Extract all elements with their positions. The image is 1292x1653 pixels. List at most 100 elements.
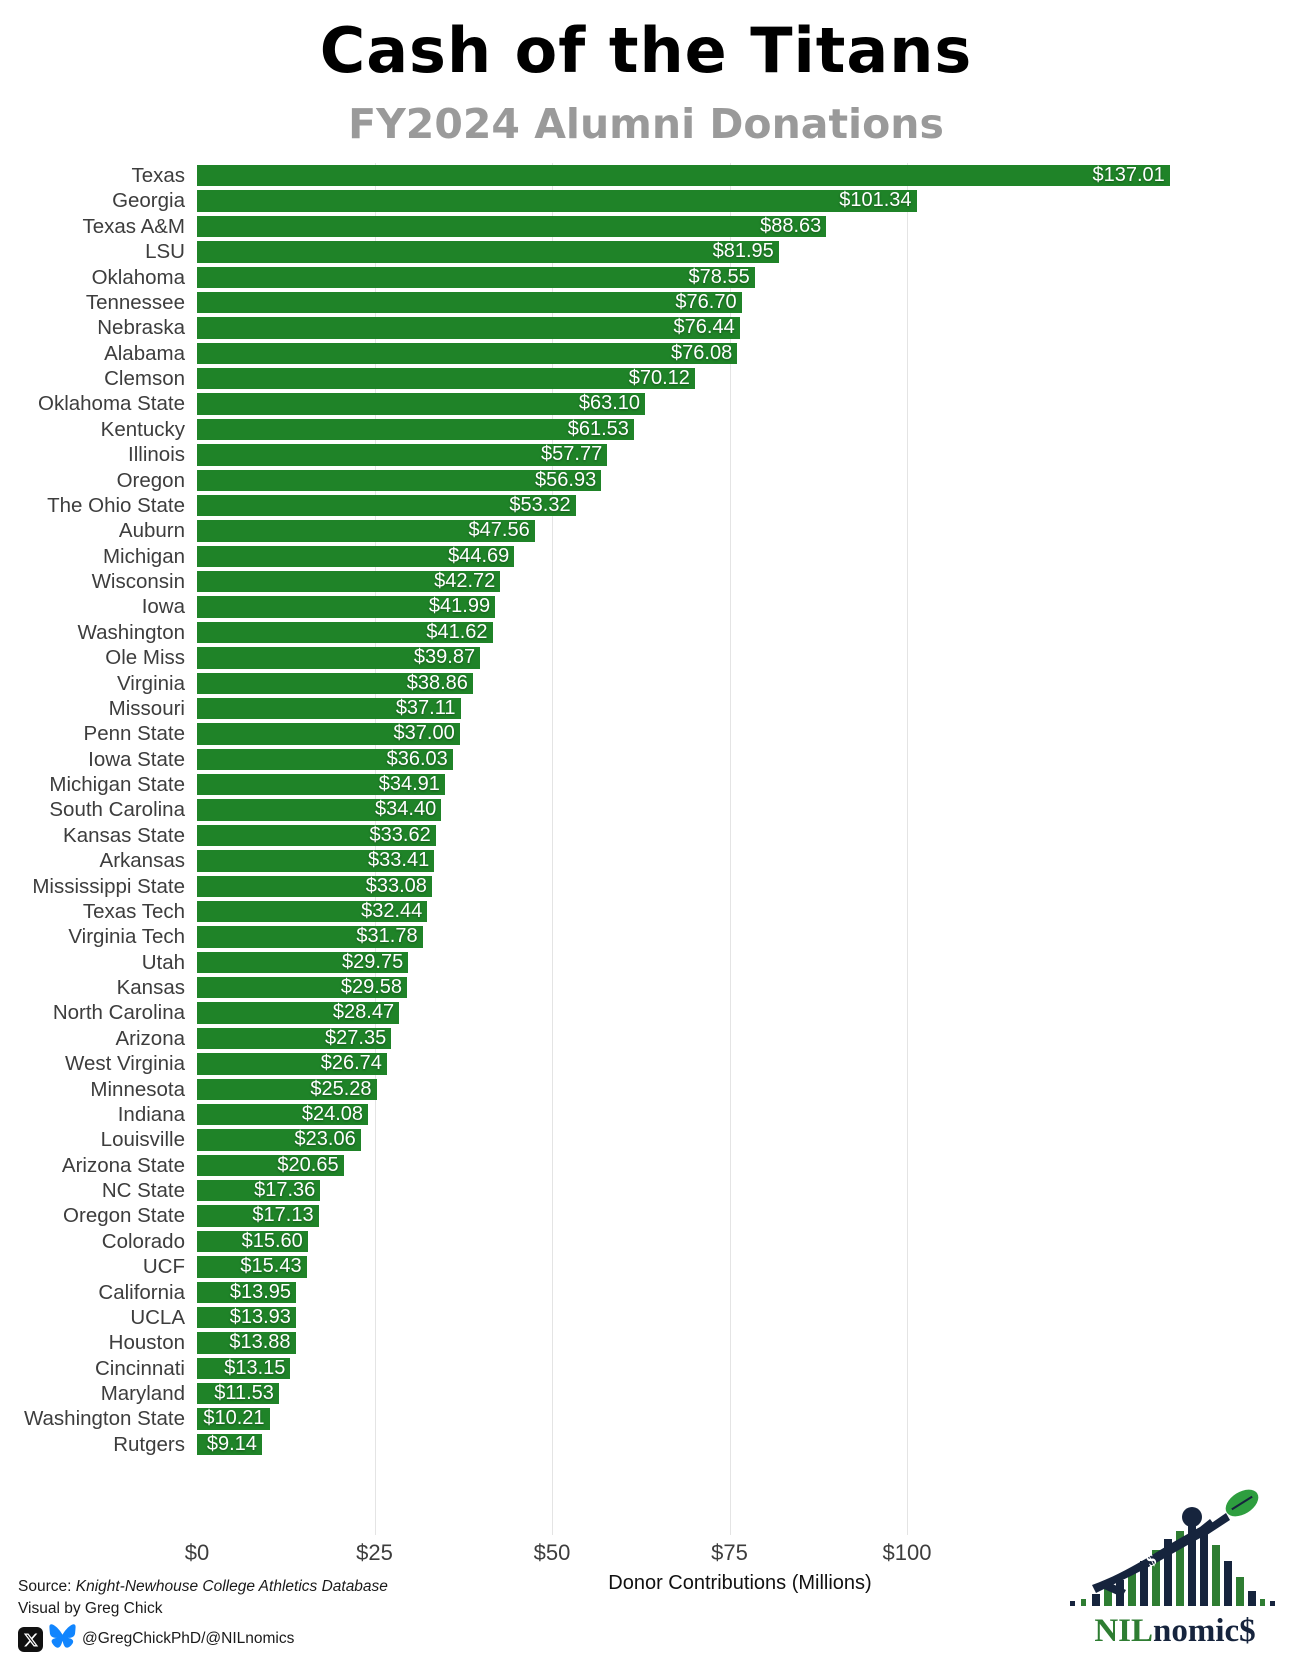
value-label: $61.53 <box>567 417 629 440</box>
x-tick-label: $50 <box>533 1540 571 1565</box>
bar-row: Texas A&M $88.63 <box>0 214 1292 239</box>
bar: $11.53 <box>197 1382 279 1405</box>
value-label: $15.43 <box>240 1255 302 1278</box>
value-label: $78.55 <box>688 265 750 288</box>
bar: $29.75 <box>197 950 409 974</box>
bar: $76.44 <box>197 316 740 339</box>
bar-row: Georgia $101.34 <box>0 188 1292 213</box>
value-label: $57.77 <box>541 443 603 466</box>
bar: $57.77 <box>197 443 608 466</box>
value-label: $27.35 <box>325 1026 387 1049</box>
bar-row: Illinois $57.77 <box>0 442 1292 467</box>
value-label: $29.75 <box>342 950 404 973</box>
source-prefix: Source: <box>18 1578 76 1595</box>
value-label: $37.00 <box>393 722 455 745</box>
category-label: Texas A&M <box>82 214 185 238</box>
value-label: $33.41 <box>368 849 430 872</box>
bar: $78.55 <box>197 265 755 288</box>
bar-row: Kansas $29.58 <box>0 975 1292 1000</box>
bar: $137.01 <box>197 164 1170 187</box>
category-label: Nebraska <box>97 316 185 340</box>
category-label: Ole Miss <box>105 646 185 670</box>
bar: $88.63 <box>197 215 827 238</box>
category-label: Texas <box>131 164 185 187</box>
category-label: Rutgers <box>113 1432 185 1456</box>
value-label: $34.91 <box>378 773 440 795</box>
category-label: Virginia Tech <box>68 925 185 949</box>
bar-row: Oklahoma $78.55 <box>0 265 1292 290</box>
bar-row: California $13.95 <box>0 1280 1292 1305</box>
value-label: $10.21 <box>203 1407 265 1430</box>
bar-row: Maryland $11.53 <box>0 1381 1292 1406</box>
category-label: Clemson <box>104 367 185 390</box>
football-icon <box>1225 1489 1259 1517</box>
bar: $37.00 <box>197 722 460 745</box>
bar-row: North Carolina $28.47 <box>0 1000 1292 1025</box>
x-axis-ticks: $0 $25 $50 $75 $100 <box>0 1540 1292 1568</box>
category-label: Tennessee <box>85 290 185 314</box>
value-label: $41.62 <box>426 620 488 643</box>
category-label: Oregon <box>116 468 185 492</box>
bar-row: The Ohio State $53.32 <box>0 493 1292 518</box>
category-label: Washington <box>77 620 186 644</box>
value-label: $23.06 <box>294 1128 356 1151</box>
bar: $33.62 <box>197 824 436 847</box>
bar: $26.74 <box>197 1052 387 1075</box>
value-label: $9.14 <box>206 1432 257 1455</box>
bar-row: Louisville $23.06 <box>0 1127 1292 1152</box>
x-axis-title: Donor Contributions (Millions) <box>608 1572 872 1594</box>
bar-row: UCF $15.43 <box>0 1254 1292 1279</box>
value-label: $11.53 <box>214 1382 274 1404</box>
category-label: Illinois <box>128 443 185 467</box>
bar-row: Michigan $44.69 <box>0 544 1292 569</box>
value-label: $26.74 <box>320 1052 382 1075</box>
value-label: $39.87 <box>413 646 476 669</box>
bar-row: Texas Tech $32.44 <box>0 899 1292 924</box>
category-label: Auburn <box>118 519 185 543</box>
category-label: Kansas <box>116 976 185 999</box>
logo-text-dollar: $ <box>1239 1613 1256 1649</box>
category-label: NC State <box>101 1179 185 1202</box>
nilnomics-logo: $ NILnomic$ <box>1064 1473 1286 1651</box>
bar: $70.12 <box>197 367 695 390</box>
bar-row: Wisconsin $42.72 <box>0 569 1292 594</box>
value-label: $15.60 <box>241 1229 303 1252</box>
category-label: Colorado <box>101 1229 185 1253</box>
value-label: $53.32 <box>509 493 571 516</box>
bar-rows: Texas $137.01 Georgia $101.34 Texas A&M $88.6… <box>0 163 1292 1457</box>
value-label: $28.47 <box>332 1001 395 1024</box>
svg-text:NILnomic$: NILnomic$ <box>1094 1613 1255 1649</box>
bar-row: NC State $17.36 <box>0 1178 1292 1203</box>
value-label: $76.70 <box>675 290 737 313</box>
bar-row: Nebraska $76.44 <box>0 315 1292 340</box>
bar-row: Washington $41.62 <box>0 620 1292 645</box>
bar-row: Oregon $56.93 <box>0 468 1292 493</box>
bar-row: Auburn $47.56 <box>0 518 1292 543</box>
logo-text-nil: NIL <box>1094 1613 1153 1649</box>
x-tick-label: $0 <box>184 1540 210 1565</box>
value-label: $42.72 <box>434 570 496 592</box>
value-label: $13.93 <box>229 1305 291 1328</box>
category-label: Texas Tech <box>82 899 185 923</box>
category-label: Mississippi State <box>32 874 185 898</box>
category-label: Missouri <box>108 696 185 720</box>
bar: $10.21 <box>197 1407 270 1430</box>
category-label: Michigan <box>102 544 185 568</box>
gridline <box>907 163 908 1535</box>
category-label: California <box>98 1280 185 1304</box>
football-player-silhouette: $ <box>1092 1507 1230 1597</box>
value-label: $17.13 <box>252 1204 314 1227</box>
value-label: $33.08 <box>365 874 427 897</box>
gridlines <box>197 163 1292 1535</box>
value-label: $81.95 <box>712 240 774 263</box>
bar-row: Kansas State $33.62 <box>0 823 1292 848</box>
bar: $101.34 <box>197 189 917 212</box>
bar: $38.86 <box>197 672 473 694</box>
bar: $56.93 <box>197 469 602 491</box>
bar: $27.35 <box>197 1026 392 1050</box>
value-label: $63.10 <box>578 392 640 415</box>
bar: $63.10 <box>197 392 645 415</box>
bar: $13.15 <box>197 1357 291 1380</box>
footer-credits: Source: Knight-Newhouse College Athletic… <box>18 1576 388 1653</box>
category-label: UCF <box>142 1255 185 1279</box>
